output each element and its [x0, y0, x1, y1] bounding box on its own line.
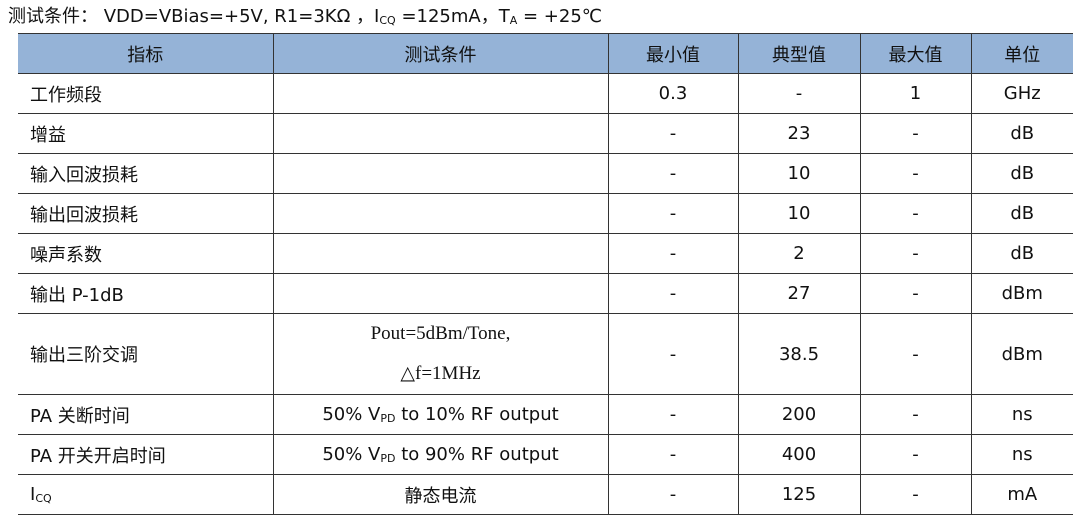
name-cell: 输出三阶交调	[18, 313, 274, 395]
condition-cell: 静态电流	[272, 474, 609, 515]
header-cell: 典型值	[737, 33, 861, 74]
header-cell: 最小值	[607, 33, 739, 74]
table-row: 增益 -23- dB	[18, 113, 1073, 154]
condition-line: Pout=5dBm/Tone,	[370, 323, 511, 344]
name-cell: 增益	[18, 113, 274, 154]
header-cell: 单位	[970, 33, 1073, 74]
header-row: 指标 测试条件 最小值 典型值 最大值 单位	[18, 33, 1073, 74]
param-name: 输入回波损耗	[30, 164, 138, 186]
unit-cell: ns	[970, 434, 1073, 475]
table-row: 输出 P-1dB -27- dBm	[18, 273, 1073, 314]
table-row: PA 开关开启时间 50% VPD to 90% RF output -400- ns	[18, 434, 1073, 475]
condition-cell: Pout=5dBm/Tone, △f=1MHz	[272, 313, 609, 395]
table-row: PA 关断时间 50% VPD to 10% RF output -200- ns	[18, 394, 1073, 435]
param-name: ICQ	[30, 484, 52, 505]
max-cell: -	[859, 434, 972, 475]
condition: 静态电流	[404, 485, 477, 507]
spec-table: 指标 测试条件 最小值 典型值 最大值 单位 工作频段 0.3-1 GHz 增益 -23…	[18, 33, 1073, 515]
max-cell: -	[859, 193, 972, 234]
unit-cell: dBm	[970, 273, 1073, 314]
condition-cell	[272, 233, 609, 274]
max-cell: 1	[859, 73, 972, 114]
condition: 50% VPD to 10% RF output	[322, 404, 559, 425]
unit-cell: dB	[970, 153, 1073, 194]
unit-cell: dB	[970, 233, 1073, 274]
condition-line: △f=1MHz	[400, 363, 481, 384]
condition-cell	[272, 113, 609, 154]
min-cell: -	[607, 233, 739, 274]
param-name: 输出三阶交调	[30, 345, 138, 366]
param-name: 输出 P-1dB	[30, 284, 124, 306]
param-name: 噪声系数	[30, 244, 102, 266]
min-cell: -	[607, 153, 739, 194]
header-cell: 最大值	[859, 33, 972, 74]
max-cell: -	[859, 394, 972, 435]
min-cell: -	[607, 273, 739, 314]
typ-cell: 10	[737, 193, 861, 234]
min-cell: -	[607, 394, 739, 435]
typ-cell: 125	[737, 474, 861, 515]
unit-cell: mA	[970, 474, 1073, 515]
typ-cell: 200	[737, 394, 861, 435]
unit-cell: dBm	[970, 313, 1073, 395]
typ-cell: -	[737, 73, 861, 114]
table-row: 工作频段 0.3-1 GHz	[18, 73, 1073, 114]
typ-cell: 23	[737, 113, 861, 154]
test-conditions-title: 测试条件： VDD=VBias=+5V, R1=3KΩ ，ICQ =125mA，…	[8, 6, 602, 27]
condition-cell: 50% VPD to 90% RF output	[272, 434, 609, 475]
name-cell: ICQ	[18, 474, 274, 515]
name-cell: PA 开关开启时间	[18, 434, 274, 475]
param-name: 工作频段	[30, 84, 102, 106]
condition: 50% VPD to 90% RF output	[322, 444, 559, 465]
table-row: ICQ 静态电流 -125- mA	[18, 474, 1073, 515]
condition-cell	[272, 193, 609, 234]
unit-cell: GHz	[970, 73, 1073, 114]
min-cell: -	[607, 313, 739, 395]
condition-cell	[272, 153, 609, 194]
typ-cell: 38.5	[737, 313, 861, 395]
table-row: 噪声系数 -2- dB	[18, 233, 1073, 274]
name-cell: PA 关断时间	[18, 394, 274, 435]
min-cell: -	[607, 113, 739, 154]
max-cell: -	[859, 153, 972, 194]
condition-cell	[272, 73, 609, 114]
max-cell: -	[859, 273, 972, 314]
typ-cell: 10	[737, 153, 861, 194]
min-cell: -	[607, 474, 739, 515]
param-name: PA 开关开启时间	[30, 445, 166, 467]
name-cell: 输入回波损耗	[18, 153, 274, 194]
table-row: 输出回波损耗 -10- dB	[18, 193, 1073, 234]
unit-cell: dB	[970, 113, 1073, 154]
table-row: 输入回波损耗 -10- dB	[18, 153, 1073, 194]
unit-cell: dB	[970, 193, 1073, 234]
min-cell: -	[607, 434, 739, 475]
header-cell: 测试条件	[272, 33, 609, 74]
max-cell: -	[859, 233, 972, 274]
unit-cell: ns	[970, 394, 1073, 435]
name-cell: 输出回波损耗	[18, 193, 274, 234]
min-cell: 0.3	[607, 73, 739, 114]
name-cell: 输出 P-1dB	[18, 273, 274, 314]
name-cell: 工作频段	[18, 73, 274, 114]
header-cell: 指标	[18, 33, 274, 74]
typ-cell: 2	[737, 233, 861, 274]
param-name: PA 关断时间	[30, 405, 130, 427]
max-cell: -	[859, 113, 972, 154]
min-cell: -	[607, 193, 739, 234]
max-cell: -	[859, 474, 972, 515]
name-cell: 噪声系数	[18, 233, 274, 274]
param-name: 增益	[30, 124, 66, 146]
typ-cell: 27	[737, 273, 861, 314]
condition-cell	[272, 273, 609, 314]
param-name: 输出回波损耗	[30, 204, 138, 226]
condition-cell: 50% VPD to 10% RF output	[272, 394, 609, 435]
max-cell: -	[859, 313, 972, 395]
table-row: 输出三阶交调 Pout=5dBm/Tone, △f=1MHz -38.5- dBm	[18, 313, 1073, 395]
typ-cell: 400	[737, 434, 861, 475]
